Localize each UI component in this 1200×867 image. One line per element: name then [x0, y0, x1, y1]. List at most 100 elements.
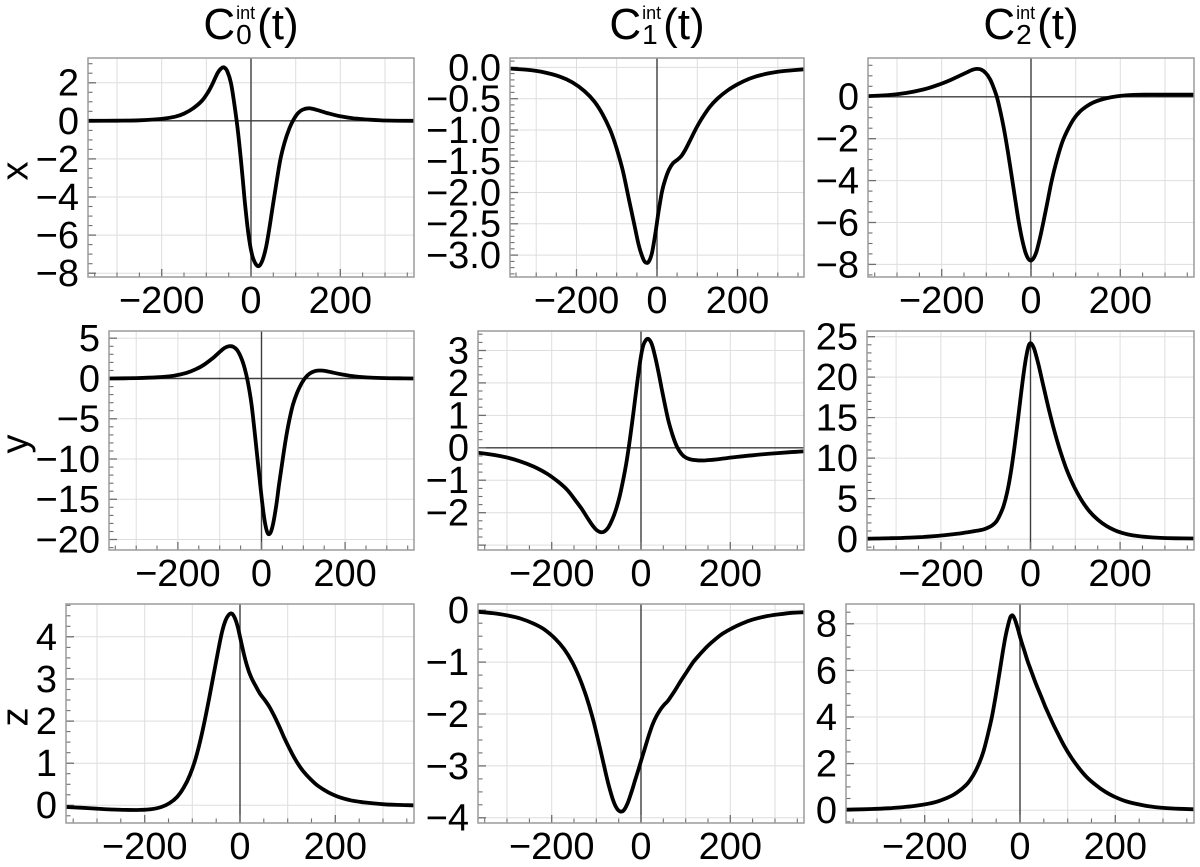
y-tick-label: −2 [816, 119, 859, 161]
y-tick-label: −1 [426, 460, 469, 502]
y-tick-label: −4 [36, 177, 79, 219]
y-tick-label: 0 [837, 519, 858, 561]
y-tick-label: −8 [816, 244, 859, 286]
y-tick-label: 5 [79, 321, 100, 360]
row-label-z: z [0, 594, 36, 867]
x-tick-label: 200 [309, 280, 372, 321]
curve [478, 336, 804, 535]
y-tick-label: −2 [426, 694, 469, 736]
x-tick-label: −200 [899, 280, 985, 321]
y-tick-label: −8 [36, 253, 79, 295]
x-tick-label: 0 [240, 280, 261, 321]
x-tick-label: −200 [534, 280, 620, 321]
title-argument: (t) [257, 0, 299, 49]
x-tick-label: 200 [699, 553, 762, 594]
y-tick-label: −1.0 [426, 110, 501, 152]
gutter [0, 0, 30, 48]
y-tick-label: −20 [36, 520, 100, 562]
curve [66, 611, 414, 812]
curve [868, 66, 1194, 263]
x-tick-label: 200 [706, 280, 769, 321]
y-tick-label: 3 [36, 659, 57, 701]
title-base: C [983, 0, 1016, 49]
y-tick-label: 25 [816, 321, 858, 359]
title-base: C [203, 0, 236, 49]
y-tick-label: 2 [816, 744, 837, 786]
y-tick-label: 20 [816, 357, 858, 399]
x-tick-label: 200 [304, 826, 367, 867]
x-tick-label: 200 [313, 553, 376, 594]
x-tick-label: 0 [630, 826, 651, 867]
x-tick-label: 200 [699, 826, 762, 867]
plot-frame [108, 330, 415, 551]
y-tick-label: 1 [36, 743, 57, 785]
x-tick-label: 0 [1020, 553, 1041, 594]
curve [510, 66, 804, 265]
x-tick-label: 0 [251, 553, 272, 594]
y-tick-label: 15 [816, 398, 858, 440]
y-tick-label: 0.0 [448, 48, 501, 89]
x-tick-label: −200 [509, 826, 595, 867]
title-subscript: 2 [1016, 19, 1032, 50]
y-tick-label: 0 [448, 594, 469, 632]
x-tick-label: 200 [1084, 826, 1147, 867]
y-tick-label: 2 [36, 701, 57, 743]
y-tick-label: 3 [448, 330, 469, 372]
x-tick-label: 200 [1089, 280, 1152, 321]
y-tick-label: −2.0 [426, 172, 501, 214]
y-tick-label: 0 [838, 77, 859, 119]
title-argument: (t) [1037, 0, 1079, 49]
curve [867, 341, 1194, 541]
y-tick-label: 4 [816, 697, 837, 739]
y-tick-label: −0.5 [426, 79, 501, 121]
title-base: C [609, 0, 642, 49]
plot-frame [866, 330, 1195, 551]
y-tick-label: 0 [448, 428, 469, 470]
y-tick-label: 0 [58, 101, 79, 143]
y-tick-label: −2.5 [426, 204, 501, 246]
y-tick-label: −6 [36, 215, 79, 257]
y-tick-label: 8 [816, 604, 837, 646]
x-tick-label: −200 [882, 826, 968, 867]
y-tick-label: −2 [426, 493, 469, 535]
y-tick-label: −4 [426, 798, 469, 840]
x-tick-label: −200 [102, 826, 188, 867]
row-label-x: x [0, 48, 36, 321]
title-superscript: int [236, 3, 256, 23]
y-tick-label: −2 [36, 139, 79, 181]
y-tick-label: −4 [816, 161, 859, 203]
plot-x-c1: 0.0−0.5−1.0−1.5−2.0−2.5−3.0 −200 0 200 [426, 48, 805, 321]
plot-y-c0: 50−5−10−15−20−200 0 200 [36, 321, 415, 594]
y-tick-label: 2 [58, 63, 79, 105]
curve [88, 65, 414, 269]
x-tick-label: −200 [119, 280, 205, 321]
y-tick-label: −5 [57, 399, 100, 441]
plot-frame [477, 330, 805, 551]
plot-x-c2: 0−2−4−6−8−200 0 200 [816, 57, 1195, 321]
y-tick-label: 0 [36, 785, 57, 827]
x-tick-label: 0 [630, 553, 651, 594]
y-tick-label: 4 [36, 617, 57, 659]
y-tick-label: −10 [36, 439, 100, 481]
x-tick-label: 0 [646, 280, 667, 321]
y-tick-label: −3 [426, 746, 469, 788]
y-tick-label: −1 [426, 642, 469, 684]
title-superscript: int [642, 3, 662, 23]
y-tick-label: −1.5 [426, 141, 501, 183]
y-tick-label: −6 [816, 202, 859, 244]
plot-frame [65, 603, 415, 824]
plot-frame [477, 603, 805, 824]
plot-frame [509, 57, 805, 278]
y-tick-label: −3.0 [426, 235, 501, 277]
